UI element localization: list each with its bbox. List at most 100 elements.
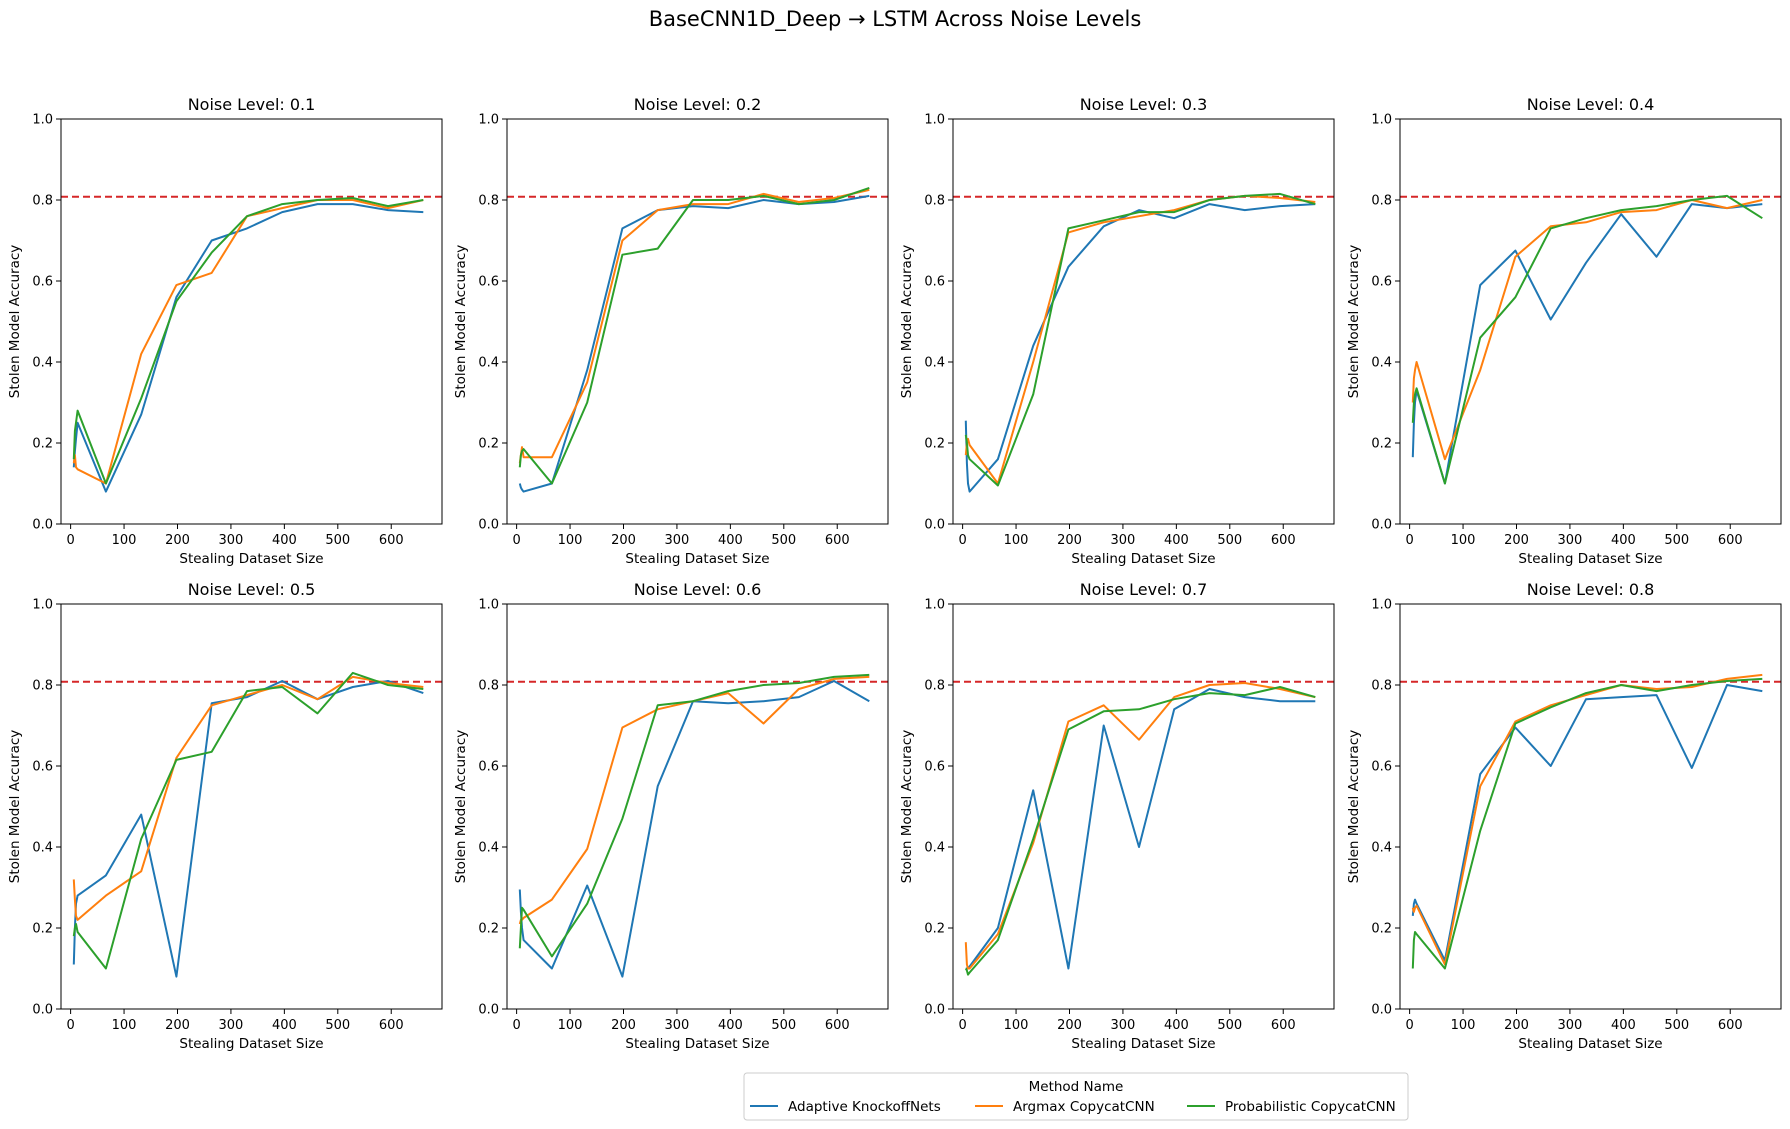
x-tick-label: 0 xyxy=(512,533,520,548)
y-tick-label: 0.4 xyxy=(478,841,499,856)
y-tick-label: 0.4 xyxy=(1371,356,1392,371)
subplot-title: Noise Level: 0.8 xyxy=(1527,580,1655,599)
x-tick-label: 200 xyxy=(165,533,190,548)
axes-frame xyxy=(952,118,1335,525)
y-tick-label: 0.0 xyxy=(32,1003,53,1018)
series-line-adaptive-knockoffnets xyxy=(72,680,424,978)
subplot-title: Noise Level: 0.5 xyxy=(188,580,316,599)
series-line-adaptive-knockoffnets xyxy=(1411,203,1763,485)
series-line-probabilistic-copycatcnn xyxy=(518,673,870,958)
x-tick-label: 600 xyxy=(379,533,404,548)
x-tick-label: 100 xyxy=(1451,533,1476,548)
subplot-grid: Noise Level: 0.1 0 100 200 300 400 500 600 0.0 0.… xyxy=(7,95,1782,1052)
x-tick-label: 600 xyxy=(1718,533,1743,548)
series-line-adaptive-knockoffnets xyxy=(1411,684,1763,962)
y-tick-label: 0.2 xyxy=(1371,437,1392,452)
x-tick-label: 400 xyxy=(718,1018,743,1033)
y-axis-label: Stolen Model Accuracy xyxy=(7,245,23,398)
series-line-argmax-copycatcnn xyxy=(72,675,424,921)
x-tick-label: 300 xyxy=(665,1018,690,1033)
x-tick-label: 600 xyxy=(1271,533,1296,548)
x-tick-label: 400 xyxy=(272,1018,297,1033)
x-tick-label: 200 xyxy=(1057,1018,1082,1033)
y-axis-label: Stolen Model Accuracy xyxy=(453,245,469,398)
subplot-1: Noise Level: 0.1 0 100 200 300 400 500 600 0.0 0.… xyxy=(7,95,443,567)
series-line-probabilistic-copycatcnn xyxy=(964,686,1316,976)
y-tick-label: 1.0 xyxy=(32,598,53,613)
x-axis-label: Stealing Dataset Size xyxy=(1071,551,1215,567)
y-tick-label: 0.6 xyxy=(1371,760,1392,775)
series-line-adaptive-knockoffnets xyxy=(965,688,1316,970)
subplot-title: Noise Level: 0.1 xyxy=(188,95,316,114)
series-line-probabilistic-copycatcnn xyxy=(1411,194,1763,485)
y-axis-label: Stolen Model Accuracy xyxy=(899,245,915,398)
x-tick-label: 0 xyxy=(512,1018,520,1033)
figure-title: BaseCNN1D_Deep → LSTM Across Noise Level… xyxy=(649,7,1142,32)
series-line-probabilistic-copycatcnn xyxy=(1411,677,1763,970)
x-axis-label: Stealing Dataset Size xyxy=(179,1036,323,1052)
series-line-probabilistic-copycatcnn xyxy=(964,192,1316,487)
x-tick-label: 500 xyxy=(1217,533,1242,548)
series-line-argmax-copycatcnn xyxy=(1411,199,1763,461)
subplot-title: Noise Level: 0.2 xyxy=(634,95,762,114)
x-axis-label: Stealing Dataset Size xyxy=(625,551,769,567)
x-tick-label: 300 xyxy=(665,533,690,548)
series-line-adaptive-knockoffnets xyxy=(518,194,870,493)
y-tick-label: 0.0 xyxy=(478,1003,499,1018)
x-tick-label: 100 xyxy=(1004,533,1029,548)
y-tick-label: 0.6 xyxy=(32,275,53,290)
x-tick-label: 500 xyxy=(1664,533,1689,548)
x-tick-label: 400 xyxy=(1164,533,1189,548)
axes-frame xyxy=(60,118,443,525)
y-tick-label: 0.6 xyxy=(32,760,53,775)
series-line-argmax-copycatcnn xyxy=(1411,673,1763,966)
x-tick-label: 600 xyxy=(1718,1018,1743,1033)
y-tick-label: 0.2 xyxy=(32,437,53,452)
y-tick-label: 0.8 xyxy=(32,194,53,209)
x-tick-label: 300 xyxy=(1558,1018,1583,1033)
subplot-title: Noise Level: 0.6 xyxy=(634,580,762,599)
y-tick-label: 0.2 xyxy=(478,437,499,452)
y-tick-label: 1.0 xyxy=(924,598,945,613)
y-tick-label: 0.4 xyxy=(32,356,53,371)
subplot-8: Noise Level: 0.8 0 100 200 300 400 500 600 0.0 0.… xyxy=(1346,580,1782,1052)
y-tick-label: 0.4 xyxy=(924,356,945,371)
x-tick-label: 200 xyxy=(1504,533,1529,548)
x-tick-label: 100 xyxy=(112,1018,137,1033)
y-tick-label: 1.0 xyxy=(924,113,945,128)
x-tick-label: 200 xyxy=(1057,533,1082,548)
x-tick-label: 600 xyxy=(1271,1018,1296,1033)
axes-frame xyxy=(952,603,1335,1010)
y-axis-label: Stolen Model Accuracy xyxy=(899,730,915,883)
x-tick-label: 0 xyxy=(66,533,74,548)
x-tick-label: 300 xyxy=(1111,1018,1136,1033)
subplot-title: Noise Level: 0.4 xyxy=(1527,95,1655,114)
y-tick-label: 0.8 xyxy=(1371,194,1392,209)
y-tick-label: 0.8 xyxy=(478,679,499,694)
subplot-title: Noise Level: 0.3 xyxy=(1080,95,1208,114)
y-tick-label: 0.0 xyxy=(32,518,53,533)
y-tick-label: 1.0 xyxy=(32,113,53,128)
x-tick-label: 100 xyxy=(1451,1018,1476,1033)
legend-entry-argmax-copycatcnn: Argmax CopycatCNN xyxy=(1013,1099,1155,1115)
y-tick-label: 0.4 xyxy=(478,356,499,371)
x-tick-label: 600 xyxy=(379,1018,404,1033)
x-axis-label: Stealing Dataset Size xyxy=(1518,551,1662,567)
axes-frame xyxy=(506,603,889,1010)
y-tick-label: 0.0 xyxy=(1371,518,1392,533)
x-tick-label: 100 xyxy=(1004,1018,1029,1033)
x-tick-label: 500 xyxy=(325,1018,350,1033)
y-axis-label: Stolen Model Accuracy xyxy=(7,730,23,883)
x-tick-label: 600 xyxy=(825,1018,850,1033)
subplot-7: Noise Level: 0.7 0 100 200 300 400 500 600 0.0 0.… xyxy=(899,580,1335,1052)
subplot-2: Noise Level: 0.2 0 100 200 300 400 500 600 0.0 0.… xyxy=(453,95,889,567)
x-tick-label: 400 xyxy=(718,533,743,548)
series-line-adaptive-knockoffnets xyxy=(964,203,1316,493)
series-line-adaptive-knockoffnets xyxy=(72,203,424,493)
series-line-probabilistic-copycatcnn xyxy=(518,186,870,485)
x-tick-label: 0 xyxy=(958,1018,966,1033)
y-tick-label: 1.0 xyxy=(1371,598,1392,613)
y-tick-label: 0.8 xyxy=(924,194,945,209)
axes-frame xyxy=(60,603,443,1010)
